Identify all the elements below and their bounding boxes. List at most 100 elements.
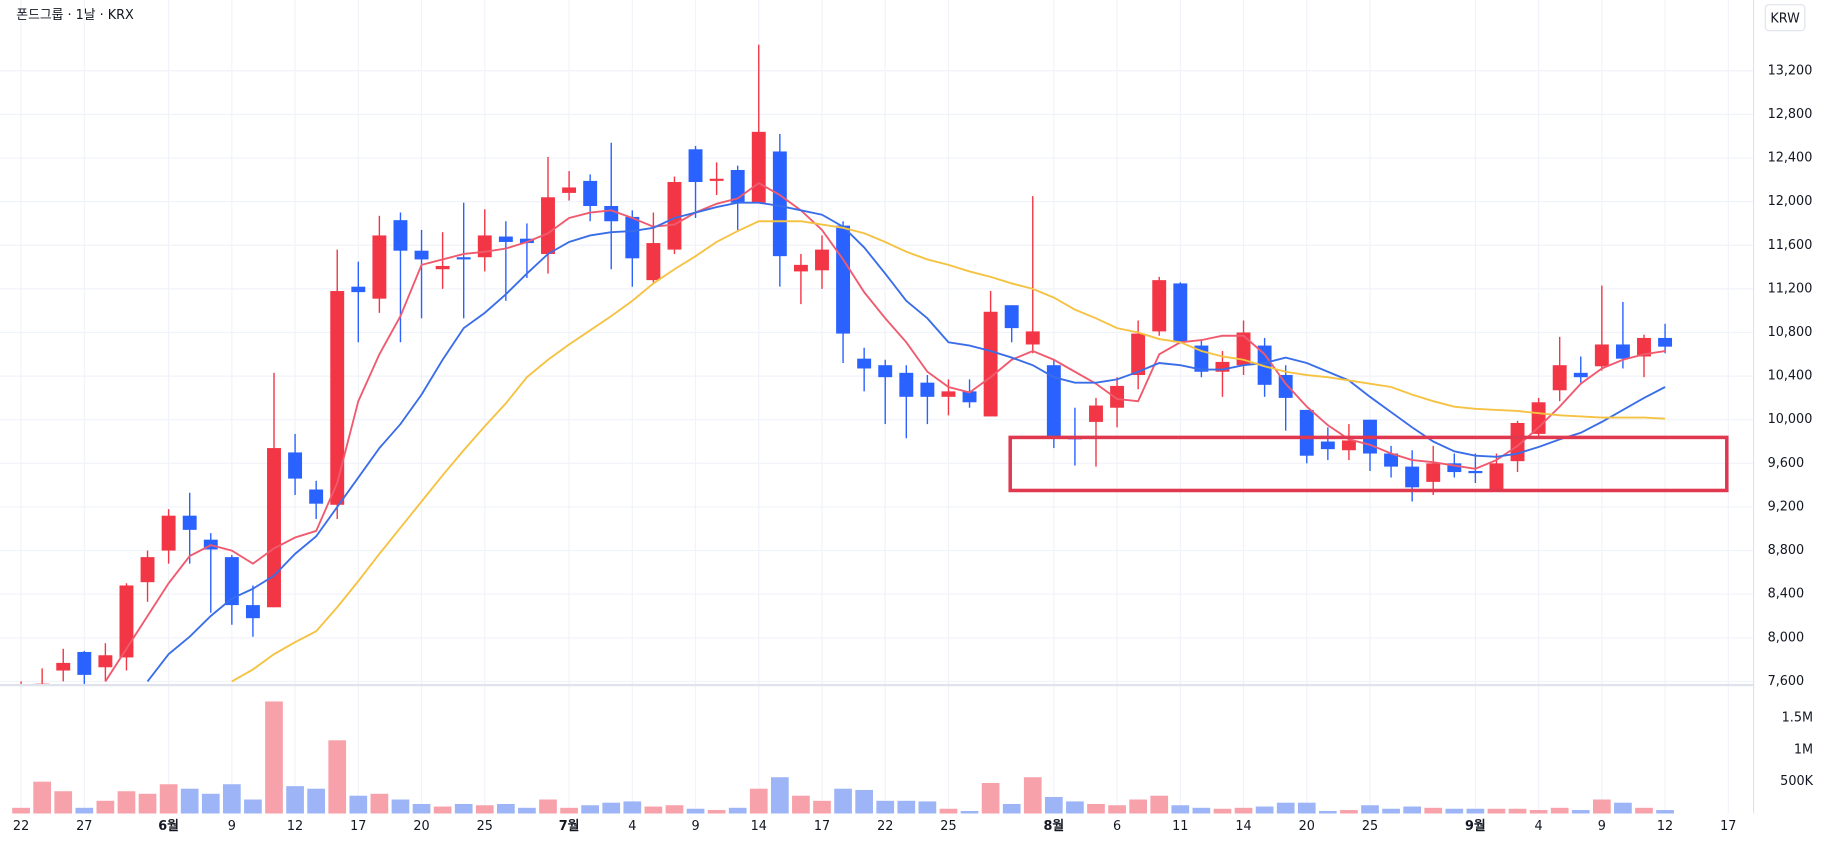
volume-bar — [1044, 796, 1063, 814]
volume-bar — [475, 805, 494, 814]
candle-body — [1384, 453, 1399, 467]
candle-body — [435, 265, 450, 270]
volume-bar — [1635, 807, 1653, 814]
volume-bar — [770, 777, 789, 814]
candle-body — [836, 225, 851, 334]
candle-body — [583, 180, 598, 206]
candle-body — [1257, 345, 1272, 385]
y-tick-label: 13,200 — [1768, 63, 1813, 78]
volume-bar — [792, 795, 810, 814]
volume-bar — [1108, 805, 1126, 814]
candle-body — [1215, 361, 1230, 372]
candle-body — [1278, 375, 1293, 398]
candle-body — [1594, 344, 1609, 367]
candle-body — [245, 605, 260, 619]
y-tick-label: 10,400 — [1768, 369, 1813, 384]
volume-bar — [1002, 803, 1021, 814]
x-tick-label: 17 — [814, 819, 830, 834]
candle-body — [1299, 409, 1314, 456]
y-tick-label: 11,600 — [1768, 238, 1813, 253]
candle-body — [541, 197, 555, 254]
volume-bar — [1023, 777, 1042, 814]
volume-bar — [1150, 795, 1169, 814]
x-tick-label: 4 — [628, 819, 636, 834]
volume-bar — [813, 800, 831, 814]
x-tick-label: 11 — [1172, 819, 1188, 834]
volume-bar — [897, 800, 916, 814]
volume-bar — [328, 740, 347, 814]
volume-bar — [117, 791, 136, 814]
candle-body — [730, 170, 745, 203]
volume-bar — [1592, 799, 1611, 814]
volume-tick-label: 1.5M — [1782, 710, 1813, 725]
x-tick-label: 9 — [228, 819, 236, 834]
candle-body — [815, 249, 829, 271]
volume-bar — [1550, 807, 1569, 814]
volume-bar — [244, 799, 262, 814]
candle-body — [98, 655, 113, 668]
candle-body — [77, 651, 92, 675]
volume-bar — [286, 786, 304, 814]
volume-bar — [1508, 808, 1527, 814]
candle-body — [562, 187, 577, 193]
moving-average-line — [231, 220, 1666, 683]
candle-body — [414, 250, 429, 260]
x-tick-label: 17 — [1720, 819, 1736, 834]
candle-body — [920, 382, 935, 397]
candle-body — [1046, 365, 1061, 438]
candle-body — [309, 489, 324, 504]
volume-bar — [1361, 805, 1379, 814]
volume-bar — [855, 789, 874, 814]
volume-bar — [1171, 805, 1190, 814]
candle-body — [456, 257, 471, 260]
x-tick-label: 6 — [1113, 819, 1121, 834]
y-tick-label: 7,600 — [1768, 674, 1805, 689]
volume-bar — [518, 807, 536, 814]
x-tick-label: 9월 — [1465, 818, 1486, 834]
candle-body — [1573, 372, 1588, 378]
x-tick-label: 27 — [76, 819, 92, 834]
volume-bar — [1424, 807, 1443, 814]
volume-bar — [349, 795, 368, 814]
volume-bar — [1087, 803, 1105, 814]
candle-body — [878, 365, 893, 378]
volume-bar — [1487, 808, 1506, 814]
candle-body — [1468, 470, 1483, 474]
candle-body — [688, 149, 703, 182]
candle-body — [372, 235, 387, 299]
volume-bar — [1571, 810, 1590, 814]
chart-title: 폰드그룹 · 1날 · KRX — [16, 8, 134, 23]
volume-bar — [12, 807, 30, 814]
candle-body — [56, 662, 71, 671]
candle-body — [224, 557, 239, 606]
moving-average-line — [146, 201, 1666, 683]
y-tick-label: 10,000 — [1768, 412, 1813, 427]
volume-bar — [54, 791, 73, 814]
volume-bar — [876, 800, 895, 814]
volume-bar — [433, 806, 452, 814]
volume-bar — [1382, 808, 1400, 814]
volume-bar — [1234, 807, 1253, 814]
volume-tick-label: 500K — [1780, 774, 1813, 789]
candle-body — [1447, 463, 1462, 473]
x-tick-label: 22 — [13, 819, 29, 834]
volume-bar — [918, 801, 937, 814]
candle-body — [1426, 463, 1441, 482]
candle-body — [604, 205, 619, 222]
y-tick-label: 9,600 — [1768, 456, 1805, 471]
volume-bar — [560, 807, 578, 814]
volume-bar — [749, 788, 768, 814]
volume-bar — [75, 807, 94, 814]
x-tick-label: 4 — [1535, 819, 1543, 834]
currency-box — [1764, 4, 1806, 32]
volume-bar — [1213, 808, 1232, 814]
candle-body — [1089, 405, 1103, 422]
volume-bar — [1276, 802, 1295, 814]
x-tick-label: 9 — [1598, 819, 1606, 834]
volume-bar — [370, 793, 389, 814]
volume-bar — [159, 784, 178, 814]
volume-bar — [454, 803, 473, 814]
candle-body — [772, 151, 787, 257]
